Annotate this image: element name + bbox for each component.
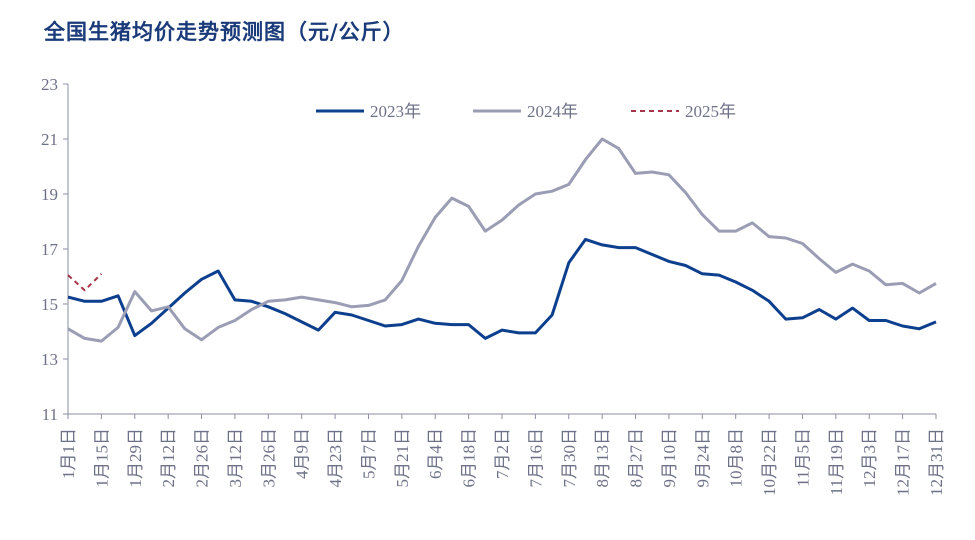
chart-title: 全国生猪均价走势预测图（元/公斤）	[44, 20, 405, 44]
x-tick-label: 1月15日	[92, 428, 111, 488]
x-tick-label: 12月3日	[860, 428, 879, 488]
x-tick-label: 8月13日	[593, 428, 612, 488]
x-tick-label: 1月1日	[59, 428, 78, 479]
x-tick-label: 3月26日	[259, 428, 278, 488]
y-tick-label: 17	[41, 240, 59, 259]
x-tick-label: 10月8日	[727, 428, 746, 488]
x-tick-label: 7月30日	[560, 428, 579, 488]
y-axis-ticks: 11 13 15 17 19 21 23	[41, 75, 68, 424]
x-tick-label: 9月10日	[660, 428, 679, 488]
legend: 2023年 2024年 2025年	[316, 102, 736, 121]
x-tick-label: 11月5日	[793, 428, 812, 487]
y-tick-label: 21	[41, 130, 58, 149]
x-tick-label: 7月2日	[493, 428, 512, 479]
x-tick-label: 3月12日	[226, 428, 245, 488]
x-tick-label: 6月18日	[460, 428, 479, 488]
x-tick-label: 5月7日	[359, 428, 378, 479]
x-axis-ticks: 1月1日 1月15日 1月29日 2月12日 2月26日 3月12日 3月26日 4月9日 4月…	[59, 414, 946, 496]
y-tick-label: 23	[41, 75, 58, 94]
x-tick-label: 11月19日	[827, 428, 846, 495]
legend-label-3: 2025年	[685, 102, 736, 121]
x-tick-label: 12月31日	[927, 428, 946, 496]
y-tick-label: 19	[41, 185, 58, 204]
legend-label-1: 2023年	[370, 102, 421, 121]
y-tick-label: 11	[42, 405, 58, 424]
x-tick-label: 6月4日	[426, 428, 445, 479]
x-tick-label: 9月24日	[693, 428, 712, 488]
x-tick-label: 8月27日	[627, 428, 646, 488]
series-line-1	[67, 237, 937, 340]
y-tick-label: 13	[41, 350, 58, 369]
y-tick-label: 15	[41, 295, 58, 314]
x-tick-label: 12月17日	[894, 428, 913, 496]
x-tick-label: 7月16日	[526, 428, 545, 488]
x-tick-label: 10月22日	[760, 428, 779, 496]
x-tick-label: 4月23日	[326, 428, 345, 488]
legend-label-2: 2024年	[527, 102, 578, 121]
series-line-2	[67, 137, 937, 343]
x-tick-label: 2月12日	[159, 428, 178, 488]
series-lines	[67, 137, 937, 343]
series-line-3	[67, 273, 103, 292]
x-tick-label: 4月9日	[293, 428, 312, 479]
x-tick-label: 1月29日	[126, 428, 145, 488]
axes	[67, 84, 936, 415]
x-tick-label: 2月26日	[193, 428, 212, 488]
x-tick-label: 5月21日	[393, 428, 412, 488]
